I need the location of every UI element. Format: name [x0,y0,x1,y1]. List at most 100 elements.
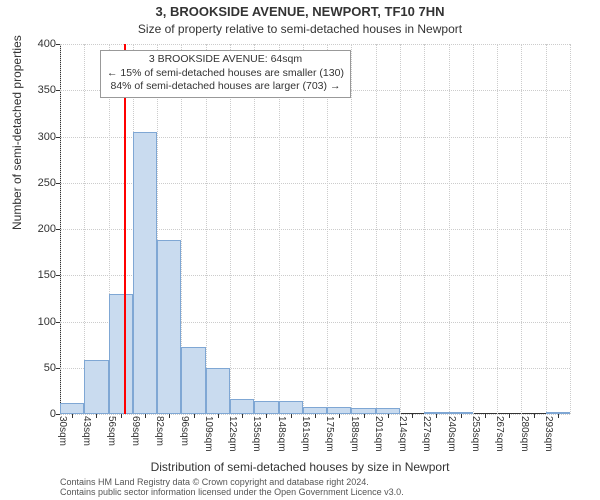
gridline-v [206,44,207,414]
histogram-bar [206,368,230,414]
x-tick-mark [266,414,267,418]
x-tick-label: 188sqm [349,416,360,452]
gridline-v [60,44,61,414]
x-tick-label: 240sqm [446,416,457,452]
x-tick-mark [339,414,340,418]
gridline-v [400,44,401,414]
gridline-v [254,44,255,414]
gridline-v [351,44,352,414]
y-tick-label: 250 [38,177,56,189]
histogram-bar [546,412,570,414]
x-tick-mark [509,414,510,418]
x-tick-mark [242,414,243,418]
y-tick-label: 150 [38,269,56,281]
x-tick-mark [412,414,413,418]
histogram-bar [449,412,473,414]
y-tick-label: 300 [38,131,56,143]
gridline-v [327,44,328,414]
info-box-line2: ← 15% of semi-detached houses are smalle… [107,67,344,81]
x-tick-label: 30sqm [57,416,68,446]
chart-container: { "title": "3, BROOKSIDE AVENUE, NEWPORT… [0,0,600,500]
y-axis-label: Number of semi-detached properties [10,35,24,230]
histogram-bar [303,407,327,414]
x-tick-label: 280sqm [519,416,530,452]
info-box-line1: 3 BROOKSIDE AVENUE: 64sqm [107,53,344,67]
gridline-v [546,44,547,414]
x-tick-label: 253sqm [470,416,481,452]
y-tick-label: 350 [38,84,56,96]
x-tick-mark [315,414,316,418]
x-tick-mark [461,414,462,418]
x-tick-mark [218,414,219,418]
x-tick-label: 122sqm [227,416,238,452]
histogram-bar [351,408,375,414]
plot-area: 05010015020025030035040030sqm43sqm56sqm6… [60,44,570,414]
gridline-v [230,44,231,414]
chart-title: 3, BROOKSIDE AVENUE, NEWPORT, TF10 7HN [0,4,600,19]
x-tick-mark [96,414,97,418]
footnote-line2: Contains public sector information licen… [60,487,404,497]
x-tick-mark [291,414,292,418]
x-tick-label: 214sqm [397,416,408,452]
histogram-bar [181,347,205,414]
histogram-bar [133,132,157,414]
footnote-line1: Contains HM Land Registry data © Crown c… [60,477,369,487]
histogram-bar [327,407,351,414]
gridline-v [84,44,85,414]
x-tick-mark [169,414,170,418]
x-tick-label: 109sqm [203,416,214,452]
x-tick-mark [388,414,389,418]
histogram-bar [424,412,448,414]
histogram-bar [254,401,278,414]
x-tick-mark [121,414,122,418]
gridline-v [449,44,450,414]
gridline-v [279,44,280,414]
x-tick-label: 201sqm [373,416,384,452]
y-tick-label: 50 [44,362,56,374]
x-tick-mark [72,414,73,418]
histogram-bar [109,294,133,414]
y-tick-mark [56,414,60,415]
x-tick-label: 227sqm [421,416,432,452]
gridline-v [473,44,474,414]
histogram-bar [84,360,108,414]
marker-line [124,44,126,414]
y-tick-label: 100 [38,316,56,328]
y-tick-label: 200 [38,223,56,235]
x-tick-label: 293sqm [543,416,554,452]
gridline-v [424,44,425,414]
gridline-v [497,44,498,414]
x-tick-label: 96sqm [179,416,190,446]
x-tick-mark [534,414,535,418]
x-tick-label: 56sqm [106,416,117,446]
gridline-v [521,44,522,414]
x-tick-label: 148sqm [276,416,287,452]
histogram-bar [157,240,181,414]
gridline-h [60,44,570,45]
x-tick-mark [436,414,437,418]
gridline-v [570,44,571,414]
x-tick-label: 135sqm [251,416,262,452]
info-box: 3 BROOKSIDE AVENUE: 64sqm← 15% of semi-d… [100,50,351,98]
x-tick-label: 69sqm [130,416,141,446]
x-tick-label: 175sqm [324,416,335,452]
x-tick-label: 82sqm [154,416,165,446]
histogram-bar [60,403,84,414]
x-tick-label: 267sqm [494,416,505,452]
histogram-bar [230,399,254,414]
x-tick-label: 161sqm [300,416,311,452]
info-box-line3: 84% of semi-detached houses are larger (… [107,80,344,94]
x-tick-mark [145,414,146,418]
gridline-v [376,44,377,414]
x-tick-mark [485,414,486,418]
histogram-bar [279,401,303,414]
y-tick-label: 400 [38,38,56,50]
histogram-bar [376,408,400,414]
x-tick-label: 43sqm [81,416,92,446]
chart-subtitle: Size of property relative to semi-detach… [0,22,600,36]
x-axis-label: Distribution of semi-detached houses by … [0,460,600,474]
x-tick-mark [558,414,559,418]
gridline-v [303,44,304,414]
footnote: Contains HM Land Registry data © Crown c… [60,478,404,498]
x-tick-mark [364,414,365,418]
